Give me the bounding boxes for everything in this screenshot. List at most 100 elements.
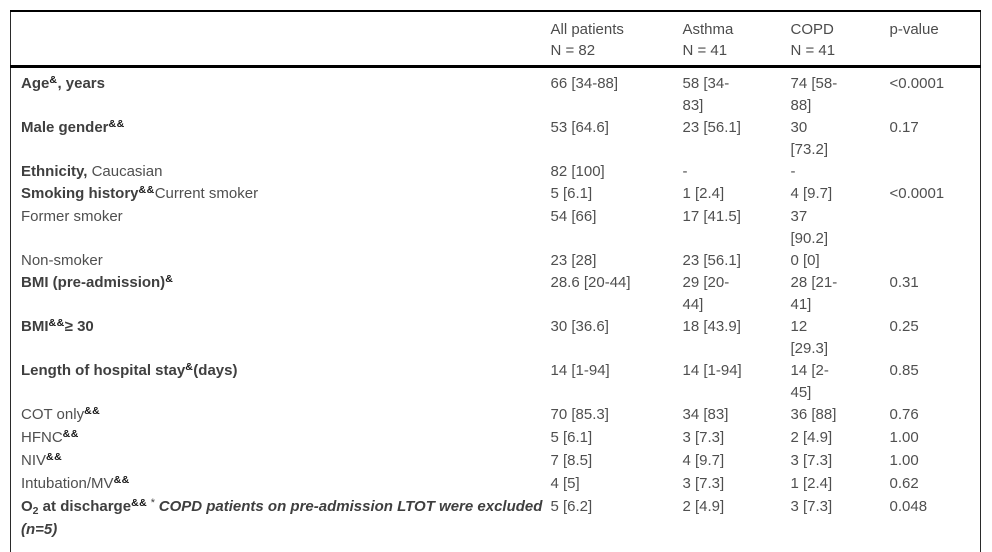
- table-row: HFNC&& 5 [6.1] 3 [7.3] 2 [4.9] 1.00: [11, 427, 981, 450]
- row-label-segment: Intubation/MV: [21, 475, 114, 492]
- row-label: Former smoker: [11, 206, 549, 250]
- cell-value: 5 [6.2]: [550, 498, 593, 515]
- cell-value: 82 [100]: [550, 163, 605, 180]
- cell-value: 0.62: [889, 475, 919, 492]
- table-row: Length of hospital stay&(days) 14 [1-94] 1…: [11, 360, 981, 404]
- table-row: BMI&&≥ 30 30 [36.6] 18 [43.9] 12 [29.3] 0.25: [11, 316, 981, 360]
- table-row: Intubation/MV&& 4 [5] 3 [7.3] 1 [2.4] 0.62: [11, 473, 981, 496]
- cell-value: 23 [56.1]: [682, 252, 741, 269]
- row-label: BMI&&≥ 30: [11, 316, 549, 360]
- table-row: Smoking history&&Current smoker 5 [6.1] 1 …: [11, 183, 981, 206]
- table-row: BMI (pre-admission)& 28.6 [20-44] 29 [20- …: [11, 272, 981, 316]
- cell-value: 3 [7.3]: [682, 429, 725, 446]
- cell-value: 53 [64.6]: [550, 119, 609, 136]
- row-label-segment: (days): [193, 362, 238, 379]
- row-label-segment: at discharge: [38, 498, 132, 515]
- row-label-segment: Caucasian: [87, 163, 163, 180]
- row-label-segment: BMI: [21, 318, 49, 335]
- cell-value: [888, 161, 981, 183]
- footnote-marker: &&: [62, 428, 79, 440]
- cell-value: 54 [66]: [550, 208, 597, 225]
- header-row: All patients N = 82 Asthma N = 41 COPD N = 41…: [10, 11, 981, 67]
- row-label-segment: Male gender: [21, 119, 109, 136]
- row-label-segment: Non-smoker: [21, 252, 103, 269]
- cell-value: 2 [4.9]: [790, 429, 833, 446]
- cell-value: 0.048: [889, 498, 928, 515]
- cell-value: 4 [5]: [550, 475, 580, 492]
- cell-value: 0.31: [889, 274, 919, 291]
- table-row: NIV&& 7 [8.5] 4 [9.7] 3 [7.3] 1.00: [11, 450, 981, 473]
- column-label: COPD: [790, 21, 834, 38]
- table-header: All patients N = 82 Asthma N = 41 COPD N = 41…: [10, 11, 981, 67]
- footnote-marker: &&: [84, 405, 101, 417]
- row-label-segment: COT only: [21, 406, 85, 423]
- cell-value: 1.00: [889, 452, 919, 469]
- row-label-segment: NIV: [21, 452, 47, 469]
- footnote-marker: &: [185, 361, 194, 373]
- cell-value: 1 [2.4]: [790, 475, 833, 492]
- cell-value: 12 [29.3]: [790, 318, 829, 357]
- patient-characteristics-table: All patients N = 82 Asthma N = 41 COPD N = 41…: [10, 10, 981, 552]
- cell-value: 18 [43.9]: [682, 318, 741, 335]
- footnote-marker: &&: [48, 317, 65, 329]
- row-label: Male gender&&: [11, 117, 549, 161]
- footnote-marker: &&: [46, 451, 63, 463]
- cell-value: 23 [56.1]: [682, 119, 741, 136]
- row-label: O2 at discharge&& * COPD patients on pre…: [11, 496, 549, 552]
- cell-value: 58 [34- 83]: [682, 75, 730, 114]
- table-row: Age&, years 66 [34-88] 58 [34- 83] 74 [58- …: [11, 67, 981, 118]
- row-label: Non-smoker: [11, 250, 549, 272]
- table-row: Ethnicity, Caucasian 82 [100] - -: [11, 161, 981, 183]
- cell-value: 34 [83]: [682, 406, 729, 423]
- table-row: Former smoker 54 [66] 17 [41.5] 37 [90.2]: [11, 206, 981, 250]
- cell-value: 3 [7.3]: [682, 475, 725, 492]
- cell-value: 3 [7.3]: [790, 452, 833, 469]
- column-sub-label: N = 82: [550, 42, 596, 59]
- footnote-marker: &: [165, 273, 174, 285]
- cell-value: [888, 250, 981, 272]
- table-row: COT only&& 70 [85.3] 34 [83] 36 [88] 0.76: [11, 404, 981, 427]
- cell-value: 2 [4.9]: [682, 498, 725, 515]
- row-label-segment: Current smoker: [154, 185, 259, 202]
- row-label: HFNC&&: [11, 427, 549, 450]
- cell-value: 14 [2- 45]: [790, 362, 829, 401]
- header-cell-all-patients: All patients N = 82: [549, 11, 681, 67]
- row-label-segment: Smoking history: [21, 185, 139, 202]
- cell-value: 0 [0]: [790, 252, 820, 269]
- cell-value: 4 [9.7]: [682, 452, 725, 469]
- table-row: Non-smoker 23 [28] 23 [56.1] 0 [0]: [11, 250, 981, 272]
- row-label: Smoking history&&Current smoker: [11, 183, 549, 206]
- footnote-marker: &&: [108, 118, 125, 130]
- footnote-marker: *: [147, 497, 155, 509]
- cell-value: 30 [73.2]: [790, 119, 829, 158]
- cell-value: 14 [1-94]: [550, 362, 610, 379]
- cell-value: 5 [6.1]: [550, 429, 593, 446]
- cell-value: 0.76: [889, 406, 919, 423]
- column-sub-label: N = 41: [682, 42, 728, 59]
- row-label: BMI (pre-admission)&: [11, 272, 549, 316]
- footnote-marker: &: [49, 74, 58, 86]
- row-label-segment: 2: [32, 505, 39, 517]
- cell-value: 1.00: [889, 429, 919, 446]
- cell-value: 28 [21- 41]: [790, 274, 838, 313]
- cell-value: 4 [9.7]: [790, 185, 833, 202]
- row-label: Age&, years: [11, 67, 549, 118]
- cell-value: 66 [34-88]: [550, 75, 619, 92]
- header-cell-asthma: Asthma N = 41: [681, 11, 789, 67]
- cell-value: 28.6 [20-44]: [550, 274, 631, 291]
- row-label: Ethnicity, Caucasian: [11, 161, 549, 183]
- row-label-segment: HFNC: [21, 429, 63, 446]
- row-label-segment: Length of hospital stay: [21, 362, 186, 379]
- header-cell-row-label-column: [11, 11, 549, 67]
- cell-value: <0.0001: [889, 185, 945, 202]
- row-label-segment: O: [21, 498, 33, 515]
- cell-value: 17 [41.5]: [682, 208, 741, 225]
- footnote-marker: &&: [131, 497, 148, 509]
- cell-value: 5 [6.1]: [550, 185, 593, 202]
- cell-value: 37 [90.2]: [790, 208, 829, 247]
- row-label: NIV&&: [11, 450, 549, 473]
- row-label: Intubation/MV&&: [11, 473, 549, 496]
- footnote-marker: &&: [113, 474, 130, 486]
- column-label: p-value: [889, 21, 939, 38]
